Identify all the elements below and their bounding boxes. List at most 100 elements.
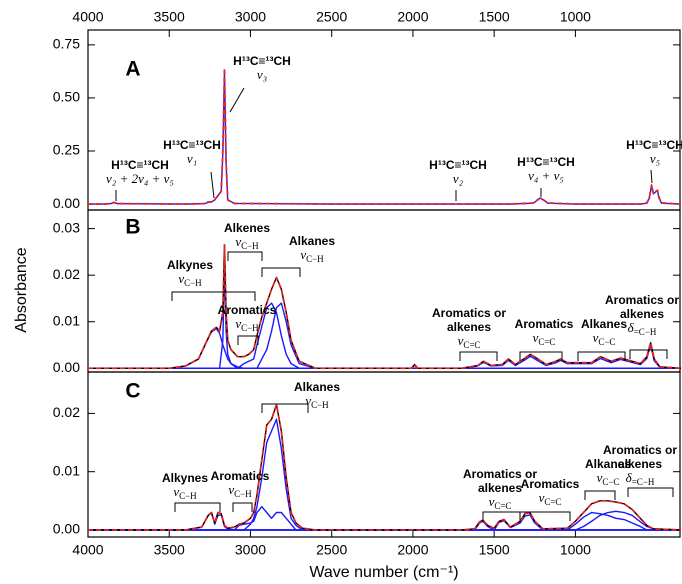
annotation-text: H¹³C≡¹³CH (429, 158, 487, 172)
annotation-mode: ν₄ + ν₅ (528, 168, 564, 183)
annotation-text: alkenes (478, 481, 522, 495)
annotation-bracket (174, 502, 221, 512)
mode-symbol: ν (173, 484, 179, 499)
x-tick-label: 3500 (154, 9, 185, 25)
y-tick-label: 0.50 (53, 89, 80, 105)
y-tick-label: 0.02 (53, 266, 80, 282)
panel-frame (87, 209, 681, 373)
mode-symbol: ν₄ + ν₅ (528, 168, 564, 183)
annotation-bracket (227, 251, 263, 261)
annotation-text: H¹³C≡¹³CH (233, 54, 291, 68)
annotation-text: Aromatics (211, 469, 270, 483)
mode-subscript: C=C (463, 340, 480, 350)
annotation-mode: νC−H (228, 482, 252, 499)
mode-symbol: δ (628, 320, 635, 335)
annotation-mode: ν₅ (650, 151, 660, 166)
annotation-bracket (629, 349, 668, 359)
annotation-pointer (210, 171, 215, 199)
annotation-text: Alkanes (585, 457, 631, 471)
annotation-text: Aromatics (218, 303, 277, 317)
mode-symbol: ν (235, 234, 241, 249)
mode-symbol: ν₅ (650, 151, 660, 166)
x-tick-label: 2500 (316, 542, 347, 558)
annotation-mode: νC−H (300, 247, 324, 264)
mode-symbol: ν (539, 490, 545, 505)
mode-subscript: C−H (311, 400, 329, 410)
annotation-mode: νC=C (539, 490, 562, 507)
y-axis-label: Absorbance (13, 247, 30, 332)
mode-symbol: ν (489, 494, 495, 509)
annotation-mode: ν₂ (453, 171, 464, 186)
mode-subscript: C−H (241, 323, 259, 333)
mode-subscript: C−H (184, 278, 202, 288)
x-tick-label: 2000 (397, 9, 428, 25)
mode-subscript: C−C (602, 477, 619, 487)
annotation-mode: νC−C (597, 470, 620, 487)
annotation-text: H¹³C≡¹³CH (517, 155, 575, 169)
annotation-text: Alkanes (294, 380, 340, 394)
annotation-bracket (171, 291, 256, 301)
mode-subscript: =C−H (634, 327, 657, 337)
y-tick-label: 0.00 (53, 521, 80, 537)
annotation-mode: νC=C (489, 494, 512, 511)
mode-symbol: δ (626, 470, 633, 485)
mode-subscript: C=C (494, 501, 511, 511)
annotation-mode: νC−H (235, 316, 259, 333)
annotation-text: alkenes (620, 307, 664, 321)
annotation-bracket (261, 267, 301, 277)
spectrum-line (88, 244, 682, 370)
annotation-mode: νC−H (178, 271, 202, 288)
spectrum-line (88, 67, 682, 205)
annotation-mode: νC−H (305, 393, 329, 410)
spectrum-line (88, 510, 682, 531)
annotation-bracket (627, 487, 674, 497)
x-axis-label: Wave number (cm⁻¹) (309, 564, 458, 581)
y-tick-label: 0.01 (53, 462, 80, 478)
annotation-text: H¹³C≡¹³CH (163, 138, 221, 152)
annotation-mode: δ=C−H (626, 470, 655, 487)
x-tick-label: 4000 (72, 9, 103, 25)
x-tick-label: 1000 (560, 542, 591, 558)
x-tick-label: 1500 (479, 9, 510, 25)
panel-label: C (125, 380, 140, 403)
spectrum-line (88, 403, 682, 531)
annotation-text: alkenes (618, 457, 662, 471)
mode-symbol: ν (300, 247, 306, 262)
panel-label: A (125, 58, 140, 81)
annotation-bracket (261, 403, 309, 413)
mode-subscript: C−H (234, 489, 252, 499)
annotation-text: Aromatics or (463, 467, 537, 481)
annotation-text: Alkynes (162, 471, 208, 485)
x-tick-label: 2500 (316, 9, 347, 25)
mode-symbol: ν (235, 316, 241, 331)
x-tick-label: 4000 (72, 542, 103, 558)
annotation-text: Alkanes (581, 317, 627, 331)
annotation-bracket (584, 490, 616, 500)
mode-subscript: =C−H (632, 477, 655, 487)
annotation-text: Alkenes (224, 221, 270, 235)
y-tick-label: 0.25 (53, 142, 80, 158)
annotation-text: Alkanes (289, 234, 335, 248)
mode-symbol: ν₂ + 2ν₄ + ν₅ (106, 171, 174, 186)
panel-frame (87, 29, 681, 211)
mode-subscript: C−H (179, 491, 197, 501)
mode-symbol: ν (597, 470, 603, 485)
annotation-mode: ν₃ (257, 67, 267, 82)
mode-symbol: ν₂ (453, 171, 464, 186)
annotation-text: H¹³C≡¹³CH (111, 158, 169, 172)
annotation-mode: νC−C (593, 330, 616, 347)
y-tick-label: 0.75 (53, 36, 80, 52)
y-tick-label: 0.01 (53, 312, 80, 328)
mode-symbol: ν (178, 271, 184, 286)
y-tick-label: 0.03 (53, 219, 80, 235)
mode-subscript: C−C (598, 337, 615, 347)
mode-symbol: ν (458, 333, 464, 348)
x-tick-label: 2000 (397, 542, 428, 558)
annotation-bracket (237, 335, 259, 345)
annotation-mode: ν₁ (187, 151, 197, 166)
y-tick-label: 0.00 (53, 359, 80, 375)
annotation-mode: νC=C (533, 330, 556, 347)
annotation-text: Aromatics (515, 317, 574, 331)
annotation-bracket (519, 351, 563, 361)
